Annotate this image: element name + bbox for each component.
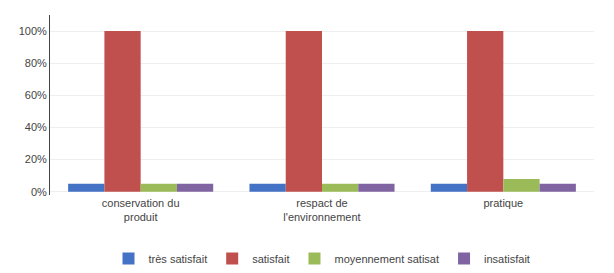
svg-text:20%: 20%: [25, 153, 47, 165]
svg-text:pratique: pratique: [483, 197, 523, 209]
svg-text:insatisfait: insatisfait: [484, 253, 530, 265]
svg-text:100%: 100%: [19, 25, 47, 37]
svg-text:40%: 40%: [25, 121, 47, 133]
svg-text:80%: 80%: [25, 57, 47, 69]
svg-text:satisfait: satisfait: [252, 253, 289, 265]
svg-text:très satisfait: très satisfait: [149, 253, 208, 265]
svg-text:60%: 60%: [25, 89, 47, 101]
svg-text:respact del'environnement: respact del'environnement: [283, 197, 360, 223]
svg-text:0%: 0%: [31, 186, 47, 198]
svg-text:conservation duproduit: conservation duproduit: [102, 197, 180, 223]
svg-text:moyennement satisat: moyennement satisat: [334, 253, 439, 265]
